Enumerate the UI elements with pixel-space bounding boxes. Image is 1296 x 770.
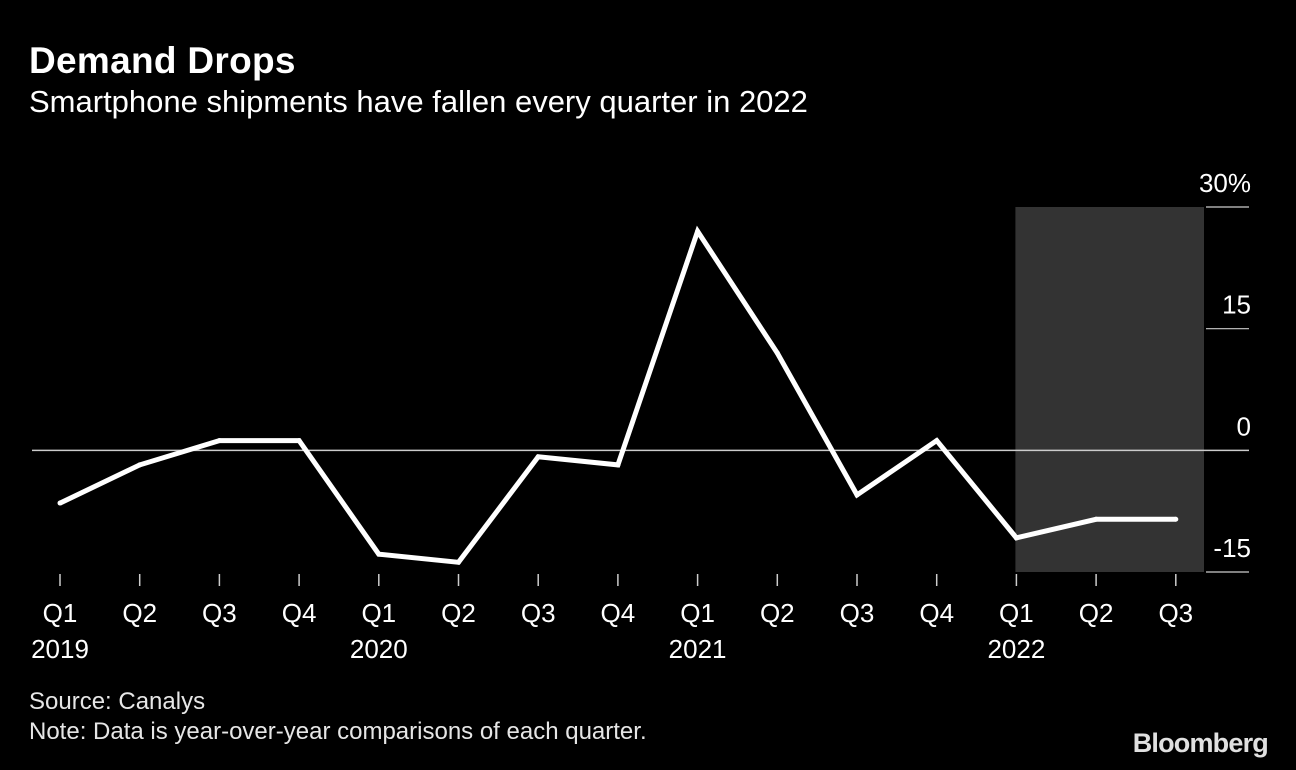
year-label: 2020: [350, 634, 408, 664]
data-point: [1093, 516, 1099, 522]
year-label: 2021: [669, 634, 727, 664]
x-tick-label: Q4: [282, 598, 317, 628]
data-point: [456, 559, 461, 565]
series-line: [58, 225, 1176, 565]
data-point: [535, 454, 541, 460]
chart-title: Demand Drops: [29, 40, 296, 81]
data-point: [137, 462, 143, 468]
data-point: [57, 500, 63, 506]
data-point: [1173, 516, 1179, 522]
x-tick-label: Q2: [122, 598, 157, 628]
x-tick-label: Q3: [521, 598, 556, 628]
x-tick-label: Q4: [601, 598, 636, 628]
highlight-region-2022: [1015, 207, 1204, 572]
data-point: [695, 228, 701, 234]
x-tick-label: Q3: [1158, 598, 1193, 628]
x-tick-label: Q1: [361, 598, 396, 628]
x-tick-label: Q3: [202, 598, 237, 628]
methodology-note: Note: Data is year-over-year comparisons…: [29, 718, 647, 745]
year-label: 2019: [31, 634, 89, 664]
y-tick-label: 30%: [1199, 168, 1251, 198]
data-point: [934, 438, 940, 444]
data-point: [376, 551, 382, 557]
x-tick-label: Q2: [760, 598, 795, 628]
x-tick-label: Q1: [43, 598, 78, 628]
data-point: [216, 438, 222, 444]
y-tick-label: 0: [1237, 411, 1251, 441]
y-tick-label: 15: [1222, 290, 1251, 320]
data-point: [1013, 535, 1019, 541]
x-tick-label: Q1: [999, 598, 1034, 628]
data-point: [774, 350, 780, 356]
data-point: [296, 438, 302, 444]
data-point: [615, 462, 621, 468]
chart-subtitle: Smartphone shipments have fallen every q…: [29, 84, 808, 119]
x-tick-label: Q2: [441, 598, 476, 628]
y-tick-label: -15: [1213, 533, 1251, 563]
data-point: [854, 492, 860, 498]
year-label: 2022: [987, 634, 1045, 664]
x-tick-label: Q1: [680, 598, 715, 628]
x-tick-label: Q2: [1079, 598, 1114, 628]
source-note: Source: Canalys: [29, 688, 206, 715]
x-tick-label: Q4: [919, 598, 954, 628]
x-tick-label: Q3: [840, 598, 875, 628]
bloomberg-logo: Bloomberg: [1132, 728, 1269, 758]
